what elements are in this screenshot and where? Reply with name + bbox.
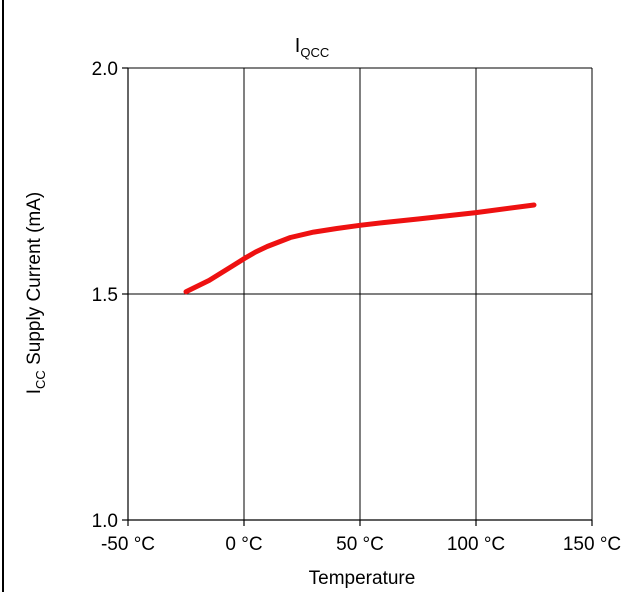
- grid-layer: [128, 67, 593, 520]
- page-border-line: [2, 0, 4, 592]
- x-tick-label: 50 °C: [336, 534, 384, 555]
- x-tick-label: 0 °C: [225, 534, 262, 555]
- y-tick-label: 1.5: [92, 285, 118, 306]
- series-layer: [183, 202, 537, 295]
- y-tick-label: 1.0: [92, 511, 118, 532]
- chart-title: IQCC: [295, 35, 329, 60]
- chart-title-main: I: [295, 35, 301, 57]
- y-axis-title-subscript: CC: [33, 370, 48, 389]
- axis-layer: [122, 67, 593, 526]
- y-tick-label: 2.0: [92, 59, 118, 80]
- y-axis-title-main: I: [24, 389, 45, 394]
- chart-title-subscript: QCC: [300, 45, 329, 60]
- y-axis-title: ICC Supply Current (mA): [24, 192, 48, 395]
- x-tick-label: -50 °C: [101, 534, 155, 555]
- x-axis-title: Temperature: [309, 568, 416, 589]
- y-axis-title-rest: Supply Current (mA): [24, 192, 45, 370]
- series-line: [183, 202, 537, 295]
- x-tick-label: 100 °C: [447, 534, 505, 555]
- x-tick-label: 150 °C: [563, 534, 621, 555]
- label-layer: -50 °C 0 °C 50 °C 100 °C 150 °C 1.0 1.5 2.0: [92, 59, 622, 555]
